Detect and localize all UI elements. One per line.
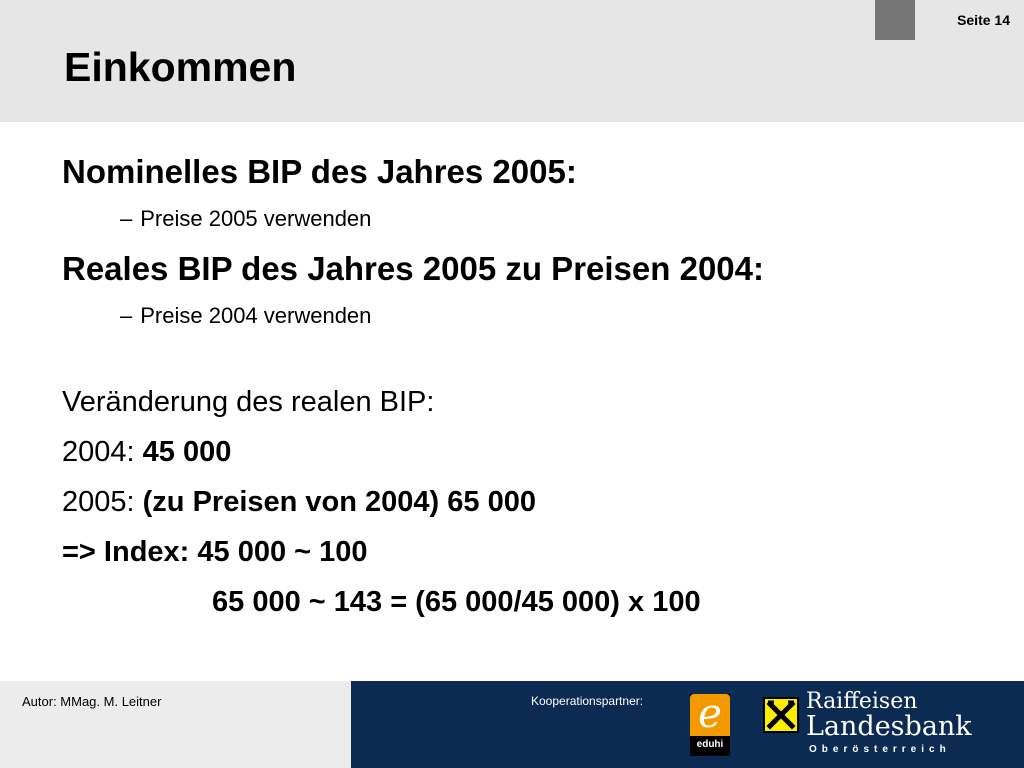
footer-left: Autor: MMag. M. Leitner (0, 681, 351, 768)
partner-label: Kooperationspartner: (531, 694, 644, 708)
slide-content: Nominelles BIP des Jahres 2005: – Preise … (62, 153, 764, 620)
bullet-prices-2005: – Preise 2005 verwenden (120, 205, 371, 233)
heading-real-bip: Reales BIP des Jahres 2005 zu Preisen 20… (62, 250, 764, 287)
index-text: => Index: 45 000 ~ 100 (62, 536, 368, 568)
index-line: => Index: 45 000 ~ 100 (62, 534, 368, 570)
bullet-dash: – (120, 303, 133, 328)
eduhi-label: eduhi (696, 739, 724, 750)
year-2005-label: 2005: (62, 486, 135, 518)
calculation-line: 65 000 ~ 143 = (65 000/45 000) x 100 (212, 584, 701, 620)
bullet-text: Preise 2005 verwenden (140, 206, 372, 231)
eduhi-logo: e eduhi (690, 694, 730, 756)
bullet-text: Preise 2004 verwenden (140, 303, 372, 328)
footer-right: Kooperationspartner: e eduhi Raiffeisen … (351, 681, 1024, 768)
bullet-dash: – (120, 206, 133, 231)
slide-header: Seite 14 Einkommen (0, 0, 1024, 122)
bank-name-line1: Raiffeisen (806, 689, 918, 714)
slide-title: Einkommen (64, 44, 297, 90)
bank-name-line3: Oberösterreich (809, 744, 951, 755)
page-number: Seite 14 (957, 12, 1010, 28)
year-2004-value: 45 000 (142, 436, 232, 468)
year-2004-label: 2004: (62, 436, 135, 468)
year-2005-value: (zu Preisen von 2004) 65 000 (142, 486, 536, 518)
bullet-prices-2004: – Preise 2004 verwenden (120, 302, 371, 330)
calculation-text: 65 000 ~ 143 = (65 000/45 000) x 100 (212, 586, 701, 618)
eduhi-e-icon: e (690, 694, 730, 736)
author-label: Autor: MMag. M. Leitner (22, 694, 162, 709)
heading-nominal-bip: Nominelles BIP des Jahres 2005: (62, 153, 577, 190)
raiffeisen-gable-cross-icon (763, 697, 799, 733)
bank-name-line2: Landesbank (806, 711, 972, 742)
header-square-decoration (875, 0, 915, 40)
line-2004: 2004: 45 000 (62, 434, 231, 470)
change-real-bip-label: Veränderung des realen BIP: (62, 386, 435, 418)
line-2005: 2005: (zu Preisen von 2004) 65 000 (62, 484, 536, 520)
raiffeisen-cross-svg (766, 700, 796, 730)
